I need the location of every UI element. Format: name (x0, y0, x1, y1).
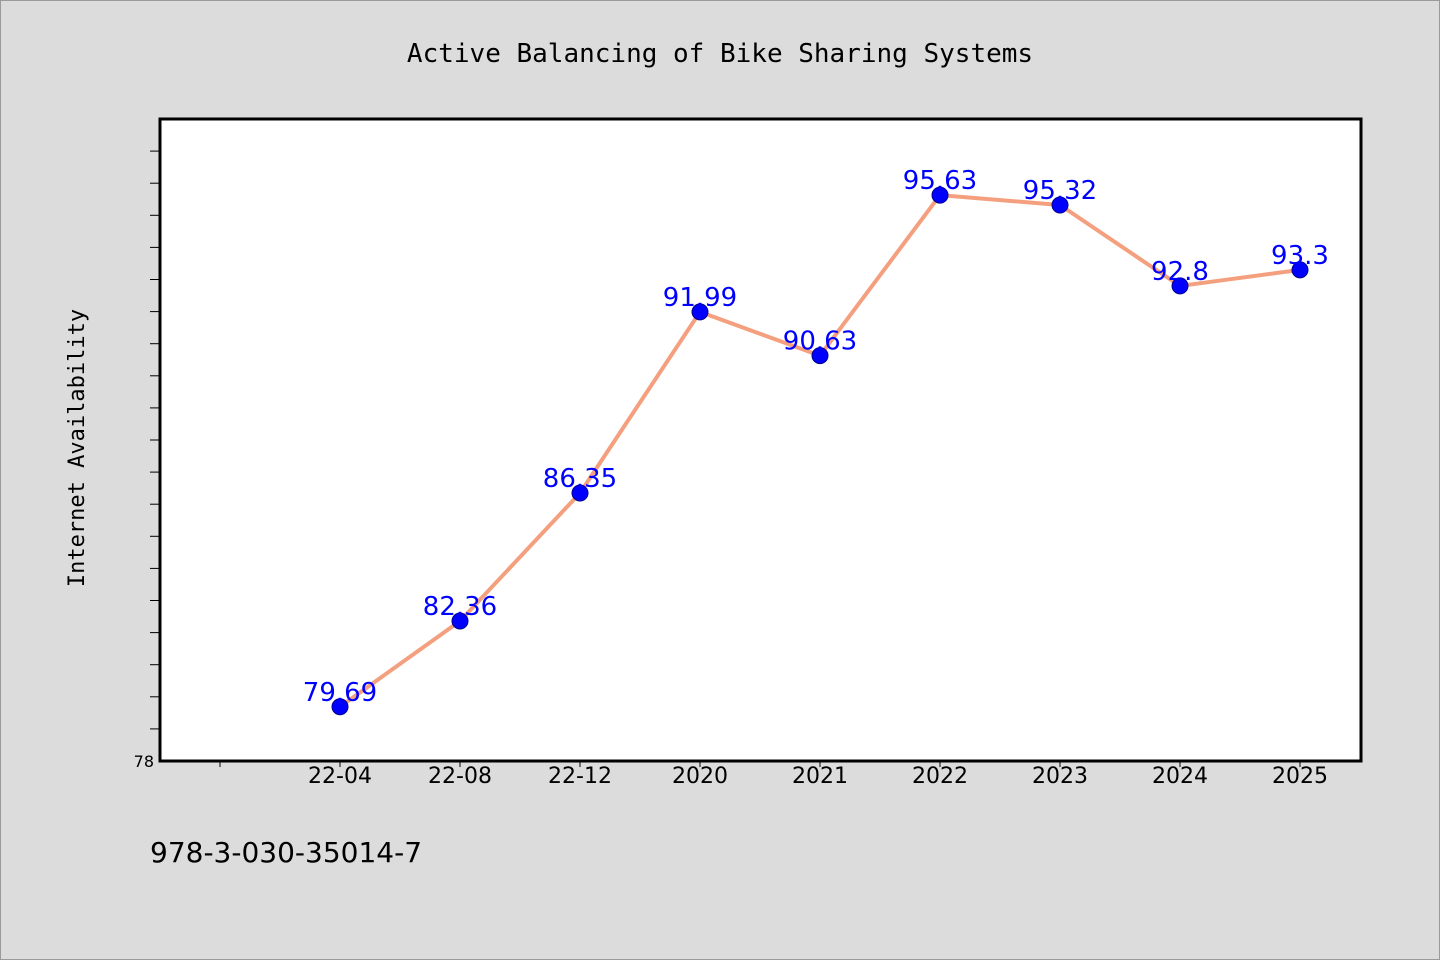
x-tick-label: 2021 (792, 764, 848, 789)
data-point (451, 612, 469, 630)
x-tick-label: 22-12 (548, 764, 612, 789)
data-point (1291, 261, 1309, 279)
x-tick-label: 22-08 (428, 764, 492, 789)
data-point (1171, 277, 1189, 295)
data-label: 86.35 (543, 464, 617, 494)
y-axis-ticks: 78 (134, 150, 160, 771)
x-tick-label: 2024 (1152, 764, 1208, 789)
data-point (331, 698, 349, 716)
data-label: 82.36 (423, 592, 497, 622)
x-tick-label: 22-04 (308, 764, 372, 789)
data-label: 93.3 (1271, 241, 1329, 271)
data-label: 90.63 (783, 327, 857, 357)
data-label: 95.63 (903, 166, 977, 196)
plot-area (158, 117, 1363, 763)
data-label: 79.69 (303, 678, 377, 708)
data-point (931, 186, 949, 204)
series-layer: 79.69 82.36 86.35 91.99 90.63 95.63 95.32 92.8 9… (303, 166, 1329, 716)
x-tick-label: 2025 (1272, 764, 1328, 789)
x-tick-label: 2022 (912, 764, 968, 789)
data-point (811, 347, 829, 365)
data-label: 95.32 (1023, 176, 1097, 206)
y-tick-label: 78 (134, 752, 154, 771)
data-point (571, 484, 589, 502)
x-axis-ticks: 22-04 22-08 22-12 2020 2021 2022 2023 2024 2025 (219, 761, 1328, 789)
data-point (1051, 196, 1069, 214)
data-label: 92.8 (1151, 257, 1209, 287)
x-tick-label: 2023 (1032, 764, 1088, 789)
chart-title: Active Balancing of Bike Sharing Systems (407, 39, 1033, 69)
data-label: 91.99 (663, 283, 737, 313)
data-point (691, 303, 709, 321)
y-axis-label: Internet Availability (65, 309, 90, 587)
isbn-label: 978-3-030-35014-7 (150, 836, 422, 869)
x-tick-label: 2020 (672, 764, 728, 789)
